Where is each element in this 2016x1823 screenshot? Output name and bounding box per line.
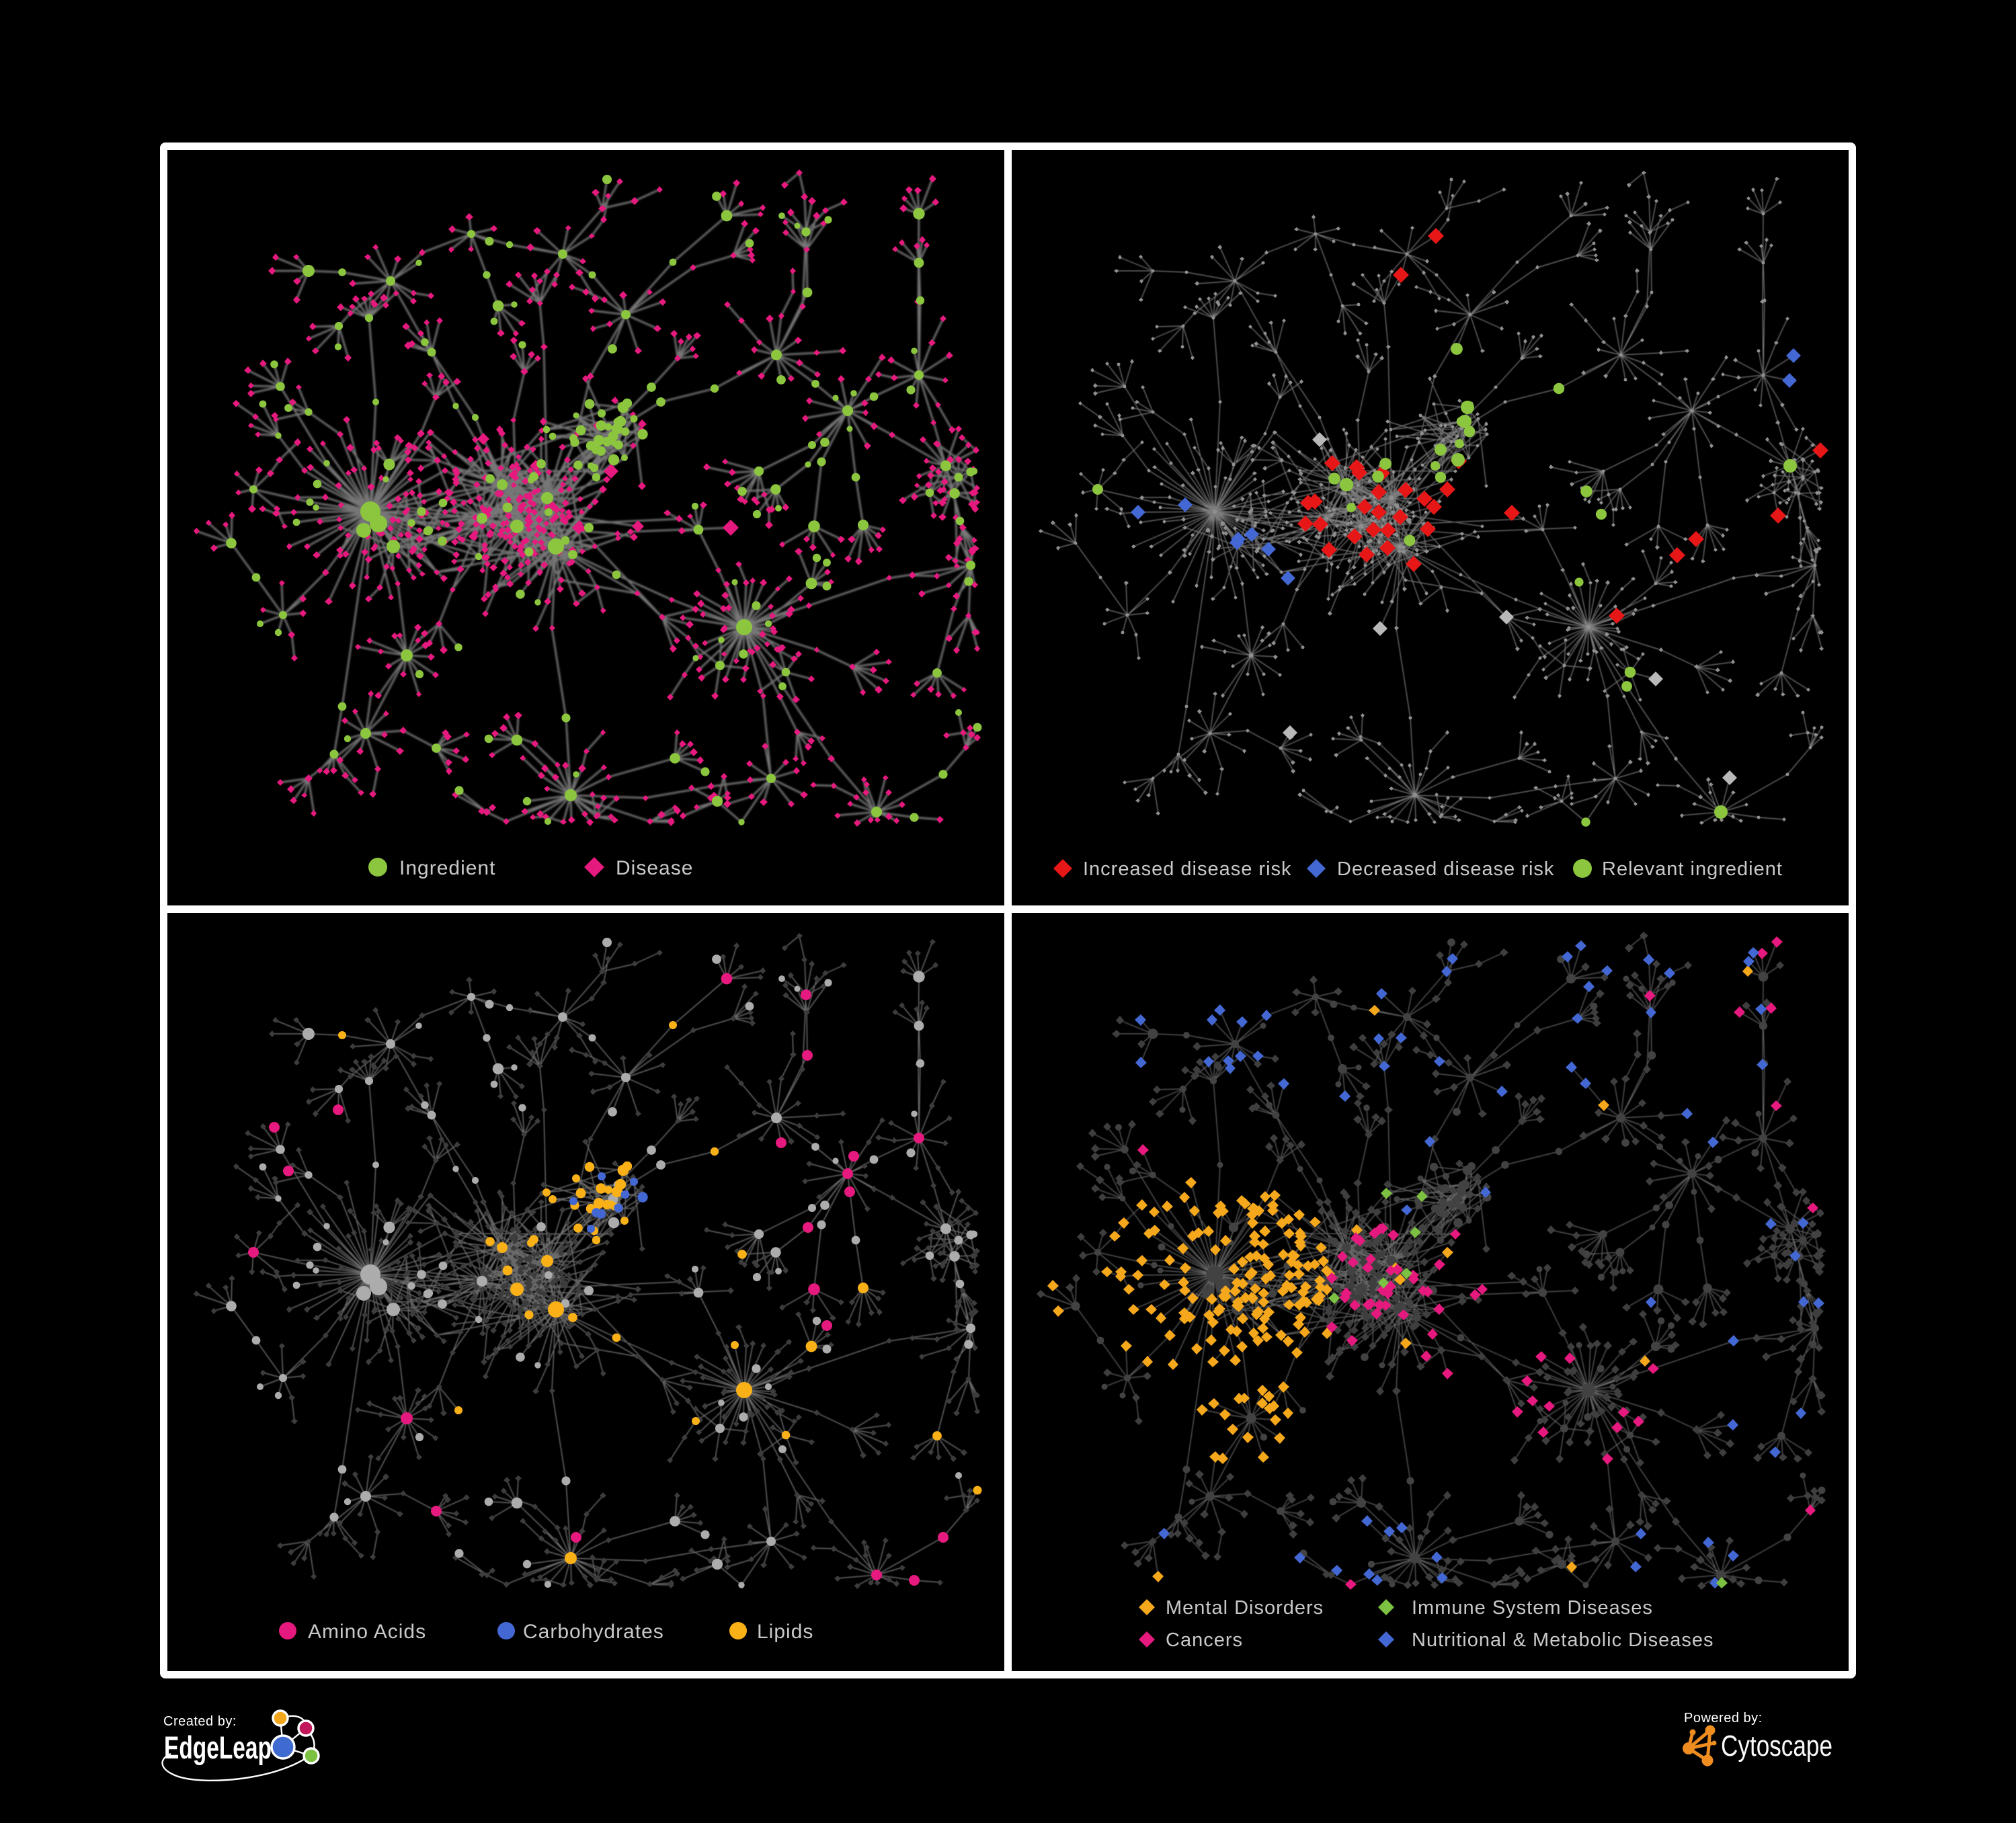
svg-text:Disease: Disease — [616, 857, 693, 879]
svg-text:Mental Disorders: Mental Disorders — [1166, 1597, 1324, 1619]
svg-text:Amino Acids: Amino Acids — [308, 1621, 426, 1643]
svg-text:Cytoscape: Cytoscape — [1721, 1730, 1832, 1763]
svg-text:Increased disease risk: Increased disease risk — [1083, 858, 1292, 880]
svg-text:Carbohydrates: Carbohydrates — [523, 1621, 664, 1643]
svg-text:Nutritional & Metabolic Diseas: Nutritional & Metabolic Diseases — [1412, 1629, 1713, 1651]
svg-text:Relevant ingredient: Relevant ingredient — [1602, 858, 1783, 880]
svg-text:Ingredient: Ingredient — [399, 857, 495, 879]
svg-text:Lipids: Lipids — [757, 1621, 813, 1643]
svg-text:Cancers: Cancers — [1166, 1629, 1243, 1651]
svg-text:EdgeLeap: EdgeLeap — [164, 1730, 272, 1765]
svg-text:Powered by:: Powered by: — [1684, 1711, 1763, 1726]
svg-text:Decreased disease risk: Decreased disease risk — [1337, 858, 1554, 880]
svg-text:Immune System Diseases: Immune System Diseases — [1412, 1597, 1653, 1619]
svg-text:Created by:: Created by: — [163, 1714, 237, 1729]
